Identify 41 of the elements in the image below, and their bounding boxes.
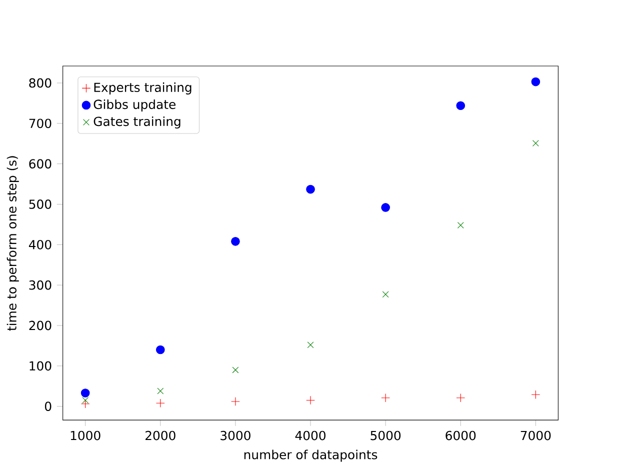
y-tick-label: 100 xyxy=(30,361,52,371)
point xyxy=(157,388,164,394)
x-tick-label: 4000 xyxy=(295,430,326,440)
x-tick-label: 6000 xyxy=(446,430,476,440)
point xyxy=(456,393,466,402)
point xyxy=(232,366,239,374)
y-tick-label: 400 xyxy=(28,240,52,250)
point xyxy=(82,397,89,404)
y-tick-label: 300 xyxy=(29,280,52,290)
y-tick-label: 0 xyxy=(44,402,52,411)
point xyxy=(80,388,90,398)
x-tick-label: 7000 xyxy=(520,430,551,440)
point xyxy=(532,140,539,146)
point xyxy=(156,398,165,408)
point xyxy=(307,342,314,348)
point xyxy=(156,345,165,354)
y-tick-label: 500 xyxy=(29,199,52,209)
legend-label: Experts training xyxy=(94,82,192,94)
point xyxy=(231,397,240,406)
legend-label: Gibbs update xyxy=(94,99,176,112)
point xyxy=(457,222,464,228)
y-tick-label: 700 xyxy=(29,118,52,128)
point xyxy=(456,101,466,110)
y-tick-label: 600 xyxy=(29,159,52,168)
x-tick-label: 2000 xyxy=(146,430,176,440)
x-tick-label: 5000 xyxy=(370,430,401,440)
x-axis-title: number of datapoints xyxy=(244,450,378,462)
point xyxy=(231,236,240,246)
point xyxy=(531,77,540,86)
point xyxy=(382,291,389,298)
point xyxy=(306,396,315,405)
point xyxy=(531,390,540,399)
y-tick-label: 200 xyxy=(29,320,52,330)
point xyxy=(306,184,315,194)
x-tick-label: 3000 xyxy=(220,430,250,440)
legend-label: Gates training xyxy=(94,116,180,128)
x-tick-label: 1000 xyxy=(70,430,100,440)
y-axis-title: time to perform one step (s) xyxy=(6,156,19,331)
y-tick-label: 800 xyxy=(29,78,52,88)
point xyxy=(381,393,390,402)
point xyxy=(381,203,390,212)
